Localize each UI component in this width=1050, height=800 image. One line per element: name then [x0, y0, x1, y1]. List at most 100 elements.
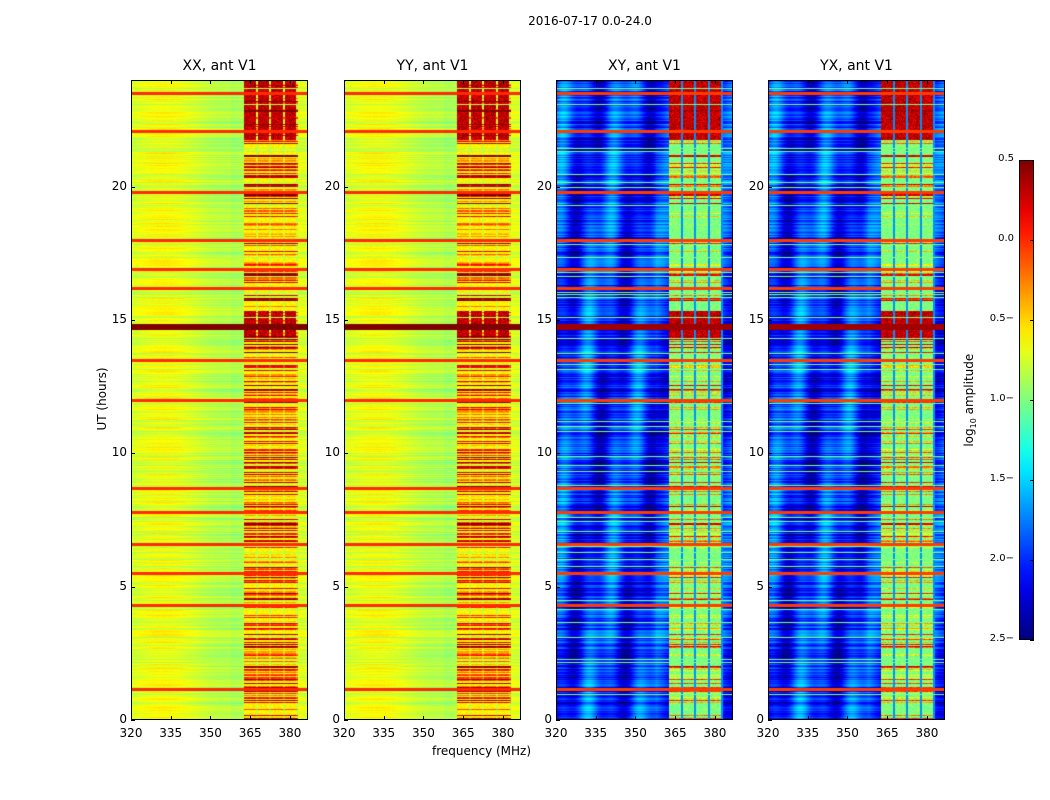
y-tick-label: 0 [756, 712, 764, 726]
axes-frame [131, 80, 308, 720]
x-tick-label: 335 [584, 726, 608, 740]
axes-frame [344, 80, 521, 720]
x-tick-label: 320 [332, 726, 356, 740]
colorbar-tick-mark [1030, 560, 1034, 561]
x-tick-mark [383, 716, 385, 720]
colorbar-label: log10 amplitude [962, 340, 978, 460]
x-tick-mark [131, 716, 132, 720]
x-tick-mark [289, 716, 291, 720]
y-axis-label: UT (hours) [95, 367, 109, 431]
x-tick-label: 320 [119, 726, 143, 740]
y-tick-label: 5 [544, 578, 552, 593]
colorbar-tick-mark [1030, 640, 1034, 641]
x-tick-mark [170, 716, 172, 720]
x-tick-mark [807, 716, 809, 720]
colorbar-tick-mark [1030, 480, 1034, 481]
x-tick-mark [423, 716, 425, 720]
y-tick-label: 5 [119, 578, 127, 593]
y-tick-label: 10 [748, 445, 764, 460]
x-tick-mark [714, 80, 716, 84]
x-tick-mark [463, 716, 465, 720]
x-tick-mark [250, 716, 252, 720]
y-tick-label: 20 [536, 178, 552, 193]
x-tick-label: 335 [159, 726, 183, 740]
heatmap-panel-4: YX, ant V1 320 335 350 365 380 0 5 10 15 20 [749, 58, 945, 740]
y-tick-label: 0 [544, 712, 552, 726]
y-tick-label: 15 [536, 312, 552, 326]
y-tick-mark [768, 720, 772, 721]
y-tick-label: 15 [111, 312, 127, 326]
x-tick-label: 380 [915, 726, 939, 740]
x-tick-mark [383, 80, 385, 84]
x-tick-label: 380 [703, 726, 727, 740]
y-tick-label: 20 [748, 178, 764, 193]
y-tick-mark [344, 453, 348, 455]
y-tick-mark [556, 186, 560, 188]
y-tick-mark [556, 320, 560, 321]
x-tick-mark [131, 80, 132, 84]
y-tick-label: 10 [536, 445, 552, 460]
x-tick-label: 320 [756, 726, 780, 740]
x-tick-label: 350 [836, 726, 859, 740]
x-tick-mark [344, 80, 345, 84]
x-tick-mark [250, 80, 252, 84]
colorbar-label-log: log [961, 428, 976, 447]
x-tick-mark [635, 80, 637, 84]
x-tick-label: 365 [238, 726, 262, 740]
x-tick-label: 380 [491, 726, 515, 740]
y-tick-mark [131, 186, 135, 188]
heatmap-image [344, 80, 521, 720]
x-tick-mark [595, 716, 597, 720]
colorbar-label-rest: amplitude [961, 353, 976, 419]
heatmap-image [768, 80, 945, 720]
x-tick-label: 320 [544, 726, 568, 740]
x-tick-label: 350 [412, 726, 435, 740]
x-tick-mark [635, 716, 637, 720]
y-tick-label: 5 [332, 578, 340, 593]
y-tick-label: 10 [324, 445, 340, 460]
x-tick-mark [675, 80, 677, 84]
x-tick-label: 350 [624, 726, 647, 740]
y-tick-mark [768, 186, 772, 188]
axes-frame [556, 80, 733, 720]
x-tick-mark [926, 80, 928, 84]
y-tick-mark [344, 186, 348, 188]
colorbar-tick-mark [1030, 320, 1034, 321]
x-tick-label: 380 [278, 726, 302, 740]
y-tick-mark [556, 586, 560, 588]
x-tick-mark [926, 716, 928, 720]
x-tick-label: 365 [451, 726, 475, 740]
x-tick-mark [210, 716, 212, 720]
x-tick-mark [289, 80, 291, 84]
y-tick-label: 15 [748, 312, 764, 326]
figure-title: 2016-07-17 0.0-24.0 [528, 14, 652, 28]
y-tick-mark [131, 453, 135, 455]
x-tick-mark [807, 80, 809, 84]
x-tick-mark [675, 716, 677, 720]
y-tick-mark [131, 320, 135, 321]
colorbar-tick-mark [1030, 400, 1034, 401]
heatmap-panel-3: XY, ant V1 320 335 350 365 380 0 5 10 15 20 [537, 58, 733, 740]
x-tick-label: 335 [372, 726, 396, 740]
heatmap-image [131, 80, 308, 720]
x-tick-mark [556, 716, 557, 720]
panel-title: XY, ant V1 [608, 58, 681, 74]
y-tick-mark [768, 453, 772, 455]
x-tick-label: 350 [199, 726, 222, 740]
y-tick-mark [556, 720, 560, 721]
y-tick-mark [768, 320, 772, 321]
x-tick-mark [502, 80, 504, 84]
heatmap-panel-2: YY, ant V1 320 335 350 365 380 0 5 10 15 20 [325, 58, 521, 740]
panel-title: YY, ant V1 [396, 58, 469, 74]
y-tick-label: 20 [324, 178, 340, 193]
x-tick-mark [595, 80, 597, 84]
heatmap-panel-1: XX, ant V1 320 335 350 365 380 0 5 10 15 20 [112, 58, 308, 740]
x-tick-mark [423, 80, 425, 84]
x-tick-mark [887, 80, 889, 84]
y-tick-label: 5 [756, 578, 764, 593]
x-tick-mark [768, 80, 769, 84]
x-tick-mark [714, 716, 716, 720]
x-tick-mark [344, 716, 345, 720]
y-tick-mark [131, 586, 135, 588]
